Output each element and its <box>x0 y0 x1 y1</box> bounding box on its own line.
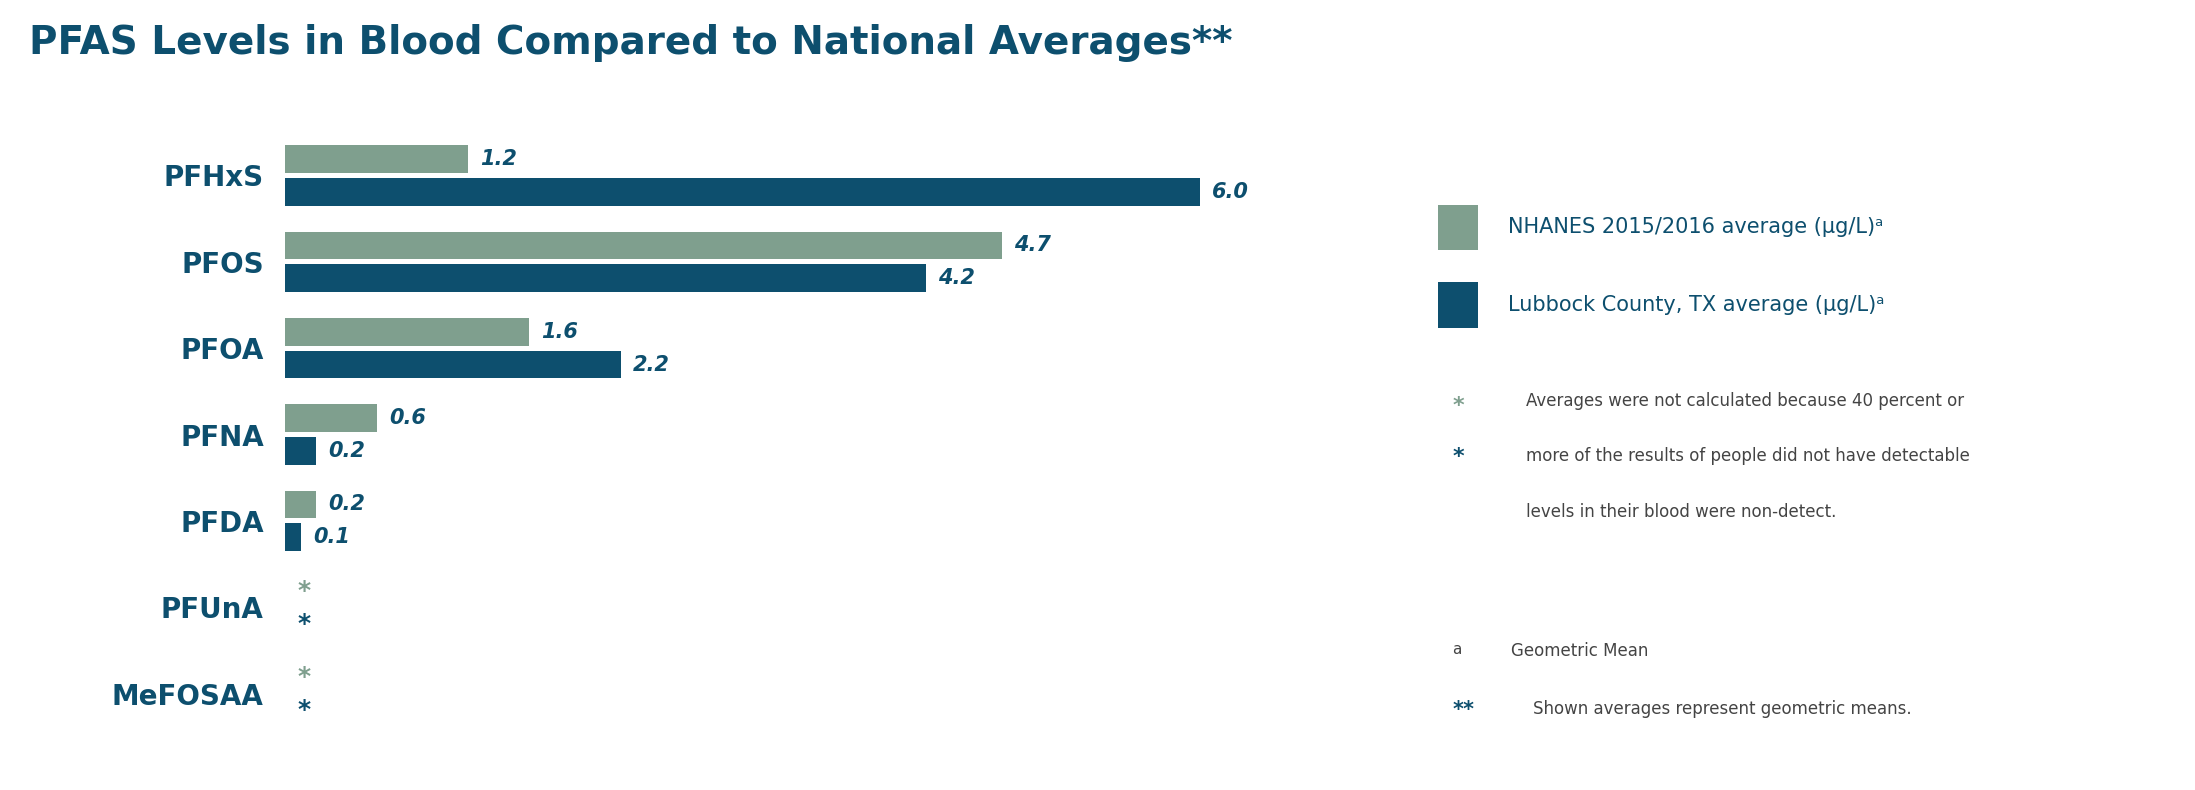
Bar <box>1438 205 1477 250</box>
Bar <box>285 437 316 465</box>
Text: Shown averages represent geometric means.: Shown averages represent geometric means… <box>1534 700 1912 718</box>
Text: Geometric Mean: Geometric Mean <box>1512 641 1648 660</box>
Text: NHANES 2015/2016 average (μg/L)ᵃ: NHANES 2015/2016 average (μg/L)ᵃ <box>1508 217 1883 237</box>
Text: PFAS Levels in Blood Compared to National Averages**: PFAS Levels in Blood Compared to Nationa… <box>29 24 1231 62</box>
Bar <box>285 524 301 551</box>
Text: 0.6: 0.6 <box>389 408 426 428</box>
Text: Averages were not calculated because 40 percent or: Averages were not calculated because 40 … <box>1526 393 1965 410</box>
Text: *: * <box>1453 396 1464 416</box>
Text: 4.2: 4.2 <box>937 268 975 288</box>
Text: 6.0: 6.0 <box>1212 182 1249 201</box>
Bar <box>1438 282 1477 328</box>
Text: 2.2: 2.2 <box>632 355 669 374</box>
Bar <box>285 231 1001 259</box>
Text: 0.1: 0.1 <box>314 527 349 547</box>
Bar <box>285 351 621 378</box>
Text: *: * <box>1453 447 1464 468</box>
Text: 1.6: 1.6 <box>542 322 577 342</box>
Bar <box>285 265 926 292</box>
Text: *: * <box>299 611 312 636</box>
Bar <box>285 318 529 345</box>
Text: levels in their blood were non-detect.: levels in their blood were non-detect. <box>1526 502 1837 521</box>
Text: 0.2: 0.2 <box>327 441 364 461</box>
Bar <box>285 491 316 518</box>
Text: *: * <box>299 698 312 722</box>
Text: 0.2: 0.2 <box>327 495 364 514</box>
Text: 1.2: 1.2 <box>481 149 518 169</box>
Text: *: * <box>299 665 312 689</box>
Bar <box>285 178 1201 205</box>
Bar <box>285 145 468 173</box>
Text: Lubbock County, TX average (μg/L)ᵃ: Lubbock County, TX average (μg/L)ᵃ <box>1508 295 1883 315</box>
Text: 4.7: 4.7 <box>1014 235 1051 255</box>
Text: *: * <box>299 579 312 603</box>
Text: **: ** <box>1453 700 1475 720</box>
Bar <box>285 404 378 432</box>
Text: a: a <box>1453 641 1462 656</box>
Text: more of the results of people did not have detectable: more of the results of people did not ha… <box>1526 447 1969 465</box>
